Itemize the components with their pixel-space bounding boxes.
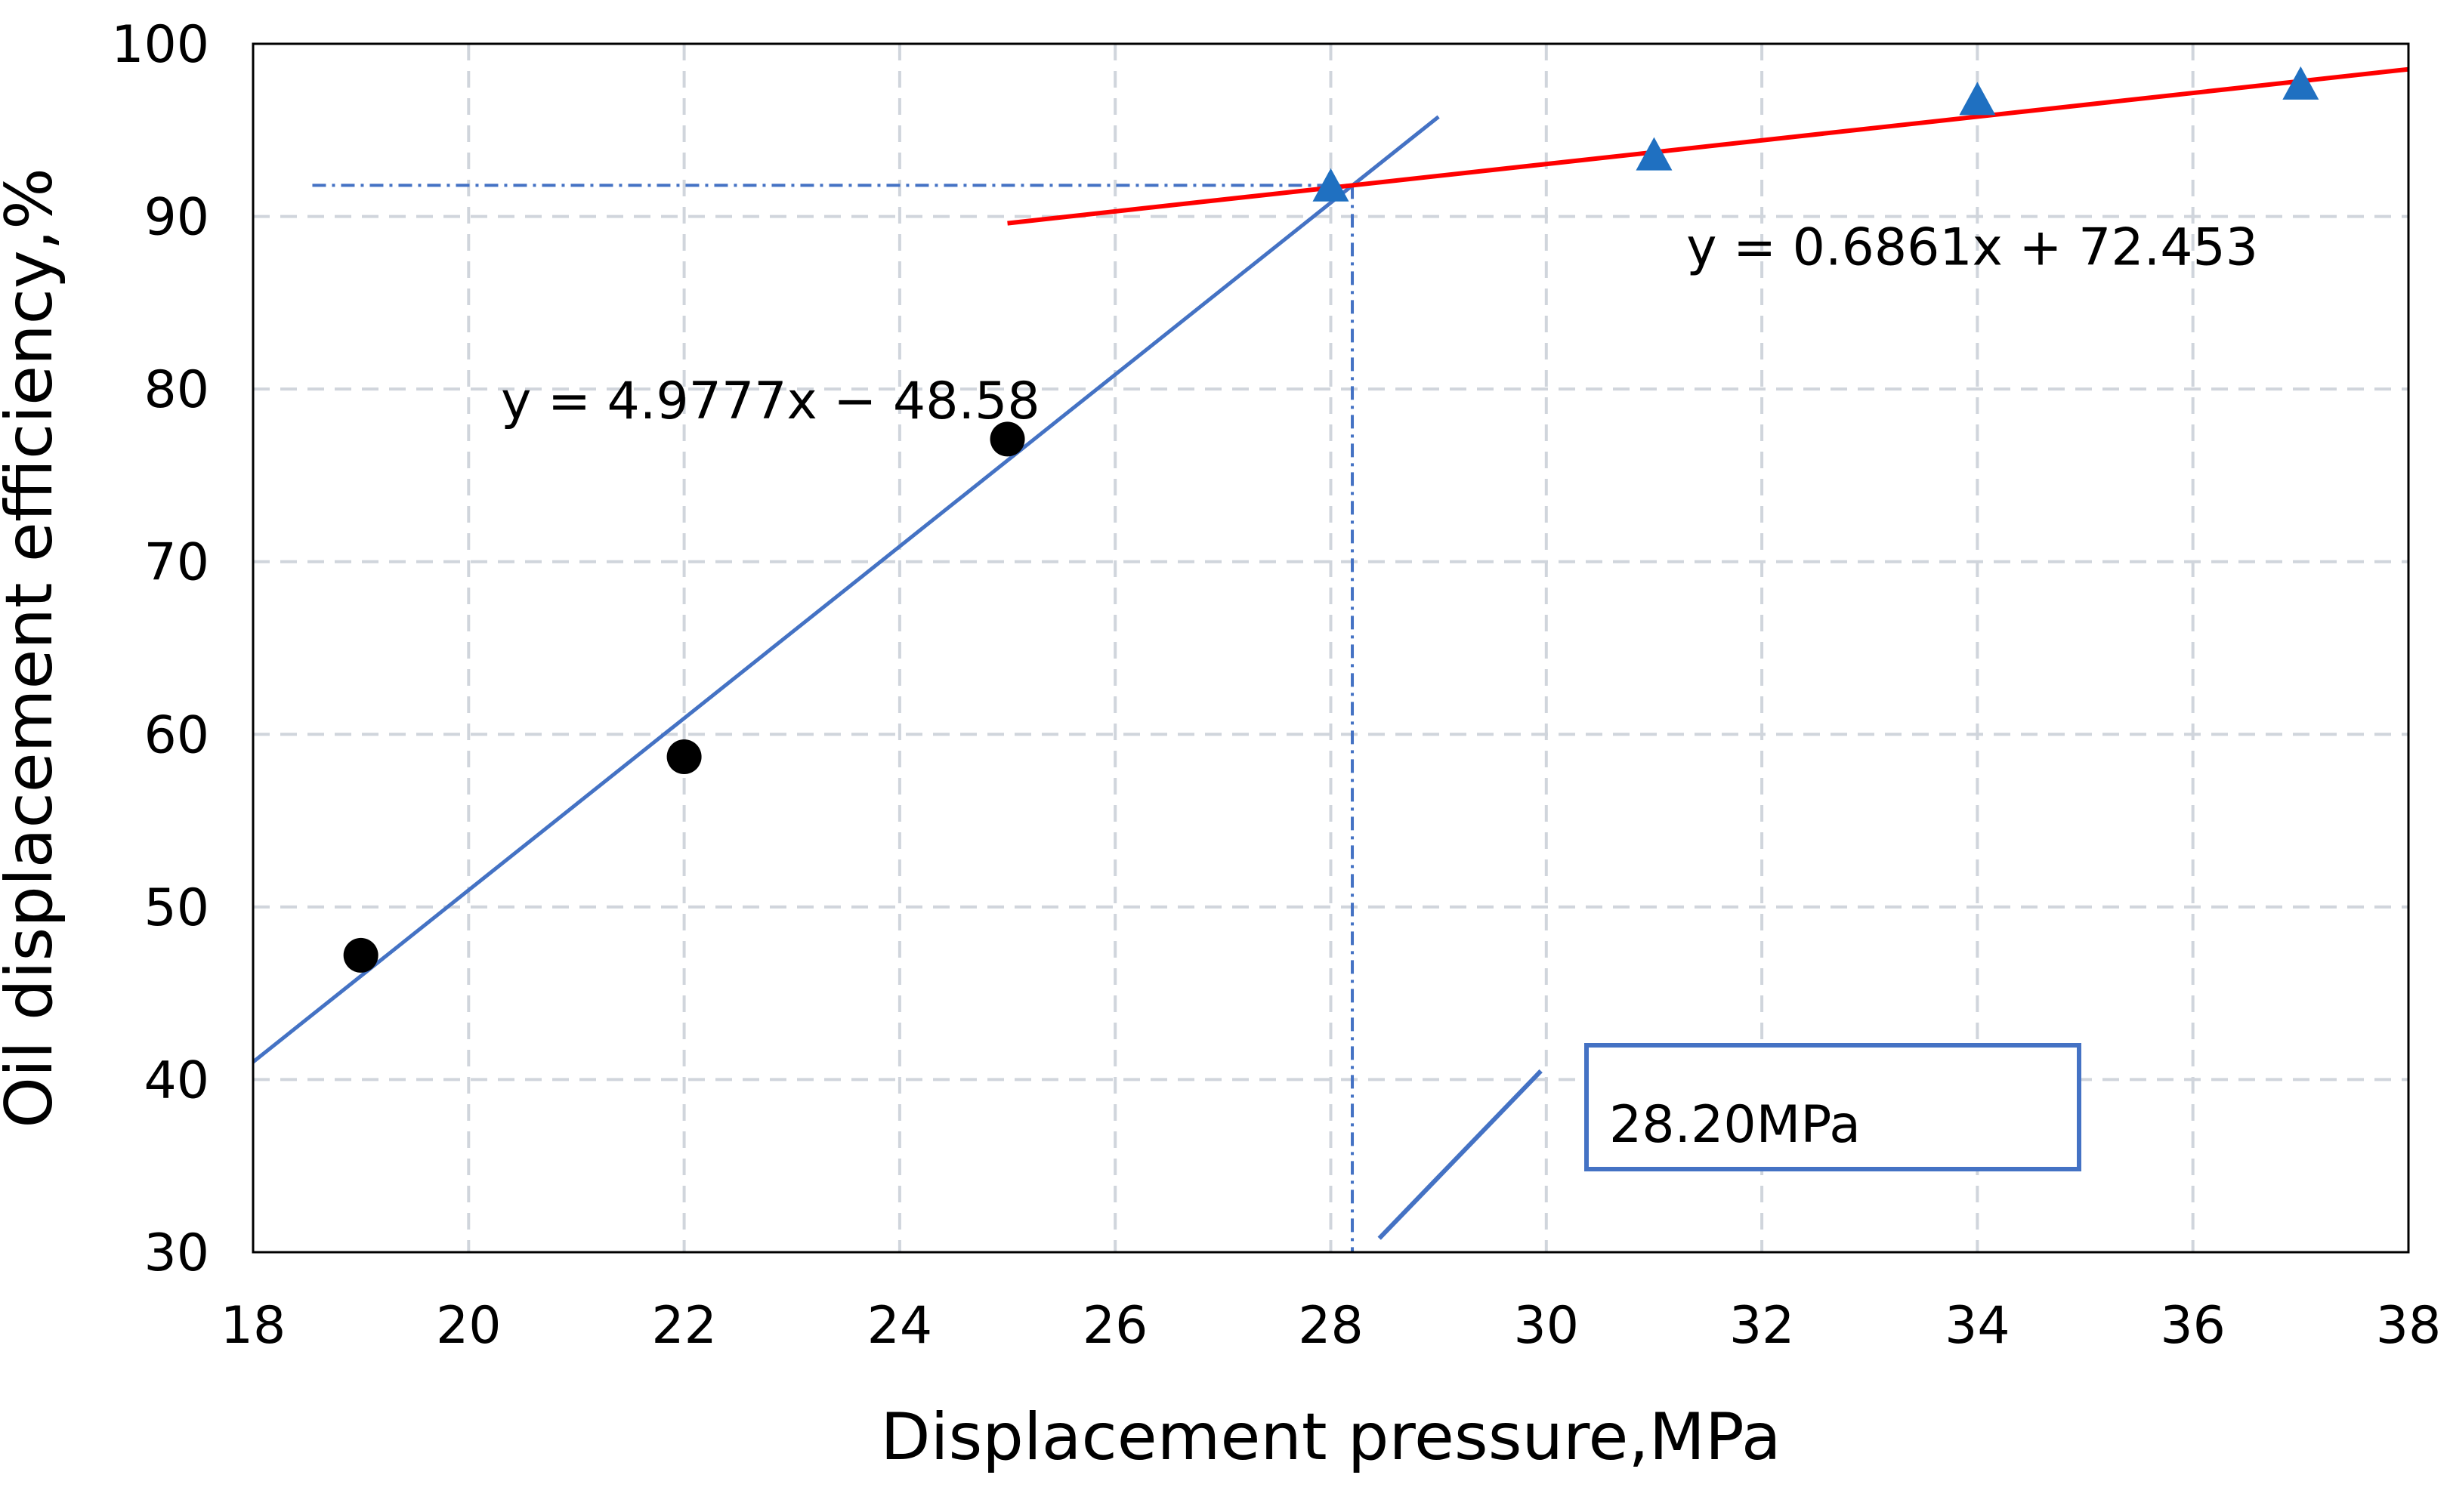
plot-frame (252, 42, 2410, 1254)
x-tick-label: 22 (651, 1296, 717, 1356)
y-tick-label: 30 (144, 1223, 209, 1283)
x-tick-label: 38 (2376, 1296, 2442, 1356)
y-tick-label: 40 (144, 1051, 209, 1110)
x-axis-title: Displacement pressure,MPa (880, 1399, 1781, 1475)
trendlines (252, 66, 2409, 1064)
reference-lines (312, 184, 1355, 1252)
x-tick-label: 20 (436, 1296, 502, 1356)
trendline-high (1007, 66, 2409, 226)
data-point-triangle (2282, 66, 2319, 100)
trendline-equation-low: y = 4.9777x − 48.58 (501, 372, 1040, 431)
y-tick-labels: 30 40 50 60 70 80 90 100 (111, 15, 209, 1283)
x-tick-labels: 18 20 22 24 26 28 30 32 34 36 38 (221, 1296, 2442, 1356)
x-tick-label: 34 (1945, 1296, 2010, 1356)
data-point-triangle (1959, 82, 1996, 116)
x-tick-label: 28 (1298, 1296, 1364, 1356)
y-tick-label: 100 (111, 15, 209, 75)
y-tick-label: 90 (144, 188, 209, 248)
y-tick-label: 80 (144, 360, 209, 420)
trendline-equation-high: y = 0.6861x + 72.453 (1686, 218, 2258, 278)
y-tick-label: 70 (144, 533, 209, 593)
x-tick-label: 18 (221, 1296, 286, 1356)
x-tick-label: 32 (1729, 1296, 1795, 1356)
x-tick-label: 36 (2160, 1296, 2226, 1356)
data-point-triangle (1636, 137, 1673, 171)
x-tick-label: 30 (1514, 1296, 1580, 1356)
data-point-circle (990, 421, 1025, 457)
data-point-circle (343, 937, 378, 973)
callout-leader-line (1377, 1069, 1543, 1240)
data-point-triangle (1312, 168, 1349, 202)
annotation: 28.20MPa (1377, 1043, 2081, 1240)
y-axis-title: Oil displacement efficiency,% (0, 168, 67, 1128)
trendline-low (252, 115, 1440, 1064)
labels: Displacement pressure,MPa Oil displaceme… (0, 168, 2258, 1475)
y-tick-label: 60 (144, 705, 209, 765)
data-points (343, 66, 2319, 973)
x-tick-label: 24 (867, 1296, 933, 1356)
callout-box (1584, 1043, 2081, 1171)
x-tick-label: 26 (1083, 1296, 1148, 1356)
data-point-circle (666, 739, 702, 774)
y-tick-label: 50 (144, 878, 209, 938)
callout-label: 28.20MPa (1609, 1095, 1861, 1155)
